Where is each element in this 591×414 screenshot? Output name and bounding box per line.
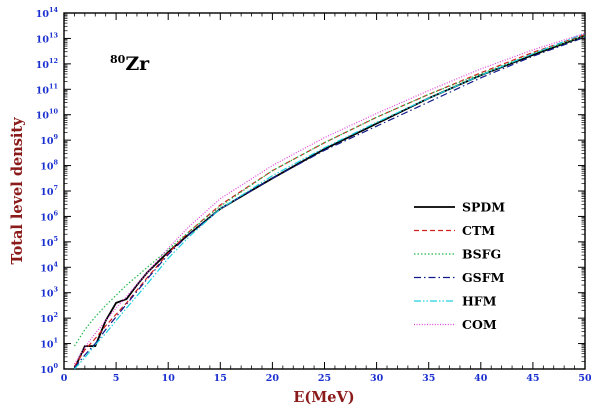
x-tick-label: 10: [162, 373, 176, 384]
legend-label-ctm: CTM: [462, 223, 495, 238]
x-axis-title: E(MeV): [293, 389, 354, 406]
series-line-hfm: [73, 32, 586, 370]
legend-label-hfm: HFM: [462, 294, 497, 309]
series-line-com: [73, 32, 586, 365]
y-tick-label: 1014: [36, 6, 59, 20]
y-tick-label: 103: [40, 286, 58, 300]
x-tick-label: 20: [266, 373, 280, 384]
element-symbol: Zr: [125, 53, 150, 75]
legend-label-com: COM: [462, 317, 497, 332]
y-tick-label: 101: [40, 337, 58, 351]
legend-label-gsfm: GSFM: [462, 270, 505, 285]
mass-number: 80: [110, 53, 126, 66]
x-tick-label: 5: [113, 373, 120, 384]
legend: SPDM CTM BSFG GSFM HFM COM: [414, 200, 505, 332]
y-tick-label: 107: [40, 184, 58, 198]
y-tick-label: 109: [40, 133, 58, 147]
y-axis-title: Total level density: [9, 117, 26, 265]
x-tick-label: 45: [526, 373, 539, 384]
series-line-ctm: [73, 34, 586, 367]
legend-label-spdm: SPDM: [462, 200, 505, 215]
axis-ticks: 0 5 10 15 20 25 30 35 40 45 50 100 101 102 103 104 105 10…: [36, 6, 591, 384]
y-tick-label: 1010: [36, 108, 59, 122]
x-tick-label: 30: [370, 373, 384, 384]
series-layer: [73, 32, 586, 370]
x-tick-label: 15: [214, 373, 227, 384]
y-tick-label: 108: [40, 159, 58, 173]
legend-label-bsfg: BSFG: [462, 247, 501, 262]
y-tick-label: 1013: [36, 31, 59, 45]
y-tick-label: 102: [40, 311, 58, 325]
y-tick-label: 106: [40, 209, 58, 223]
y-tick-label: 1012: [36, 57, 58, 71]
y-tick-label: 100: [40, 362, 58, 376]
series-line-spdm: [73, 35, 586, 370]
y-tick-label: 105: [40, 235, 58, 249]
x-tick-label: 35: [422, 373, 435, 384]
series-line-gsfm: [73, 36, 586, 369]
y-tick-label: 104: [40, 260, 58, 274]
x-tick-label: 0: [61, 373, 68, 384]
series-line-bsfg: [73, 35, 586, 347]
x-tick-label: 50: [578, 373, 591, 384]
x-tick-label: 25: [318, 373, 331, 384]
y-tick-label: 1011: [36, 82, 58, 96]
nucleus-annotation: 80Zr: [110, 53, 150, 75]
x-tick-label: 40: [474, 373, 488, 384]
